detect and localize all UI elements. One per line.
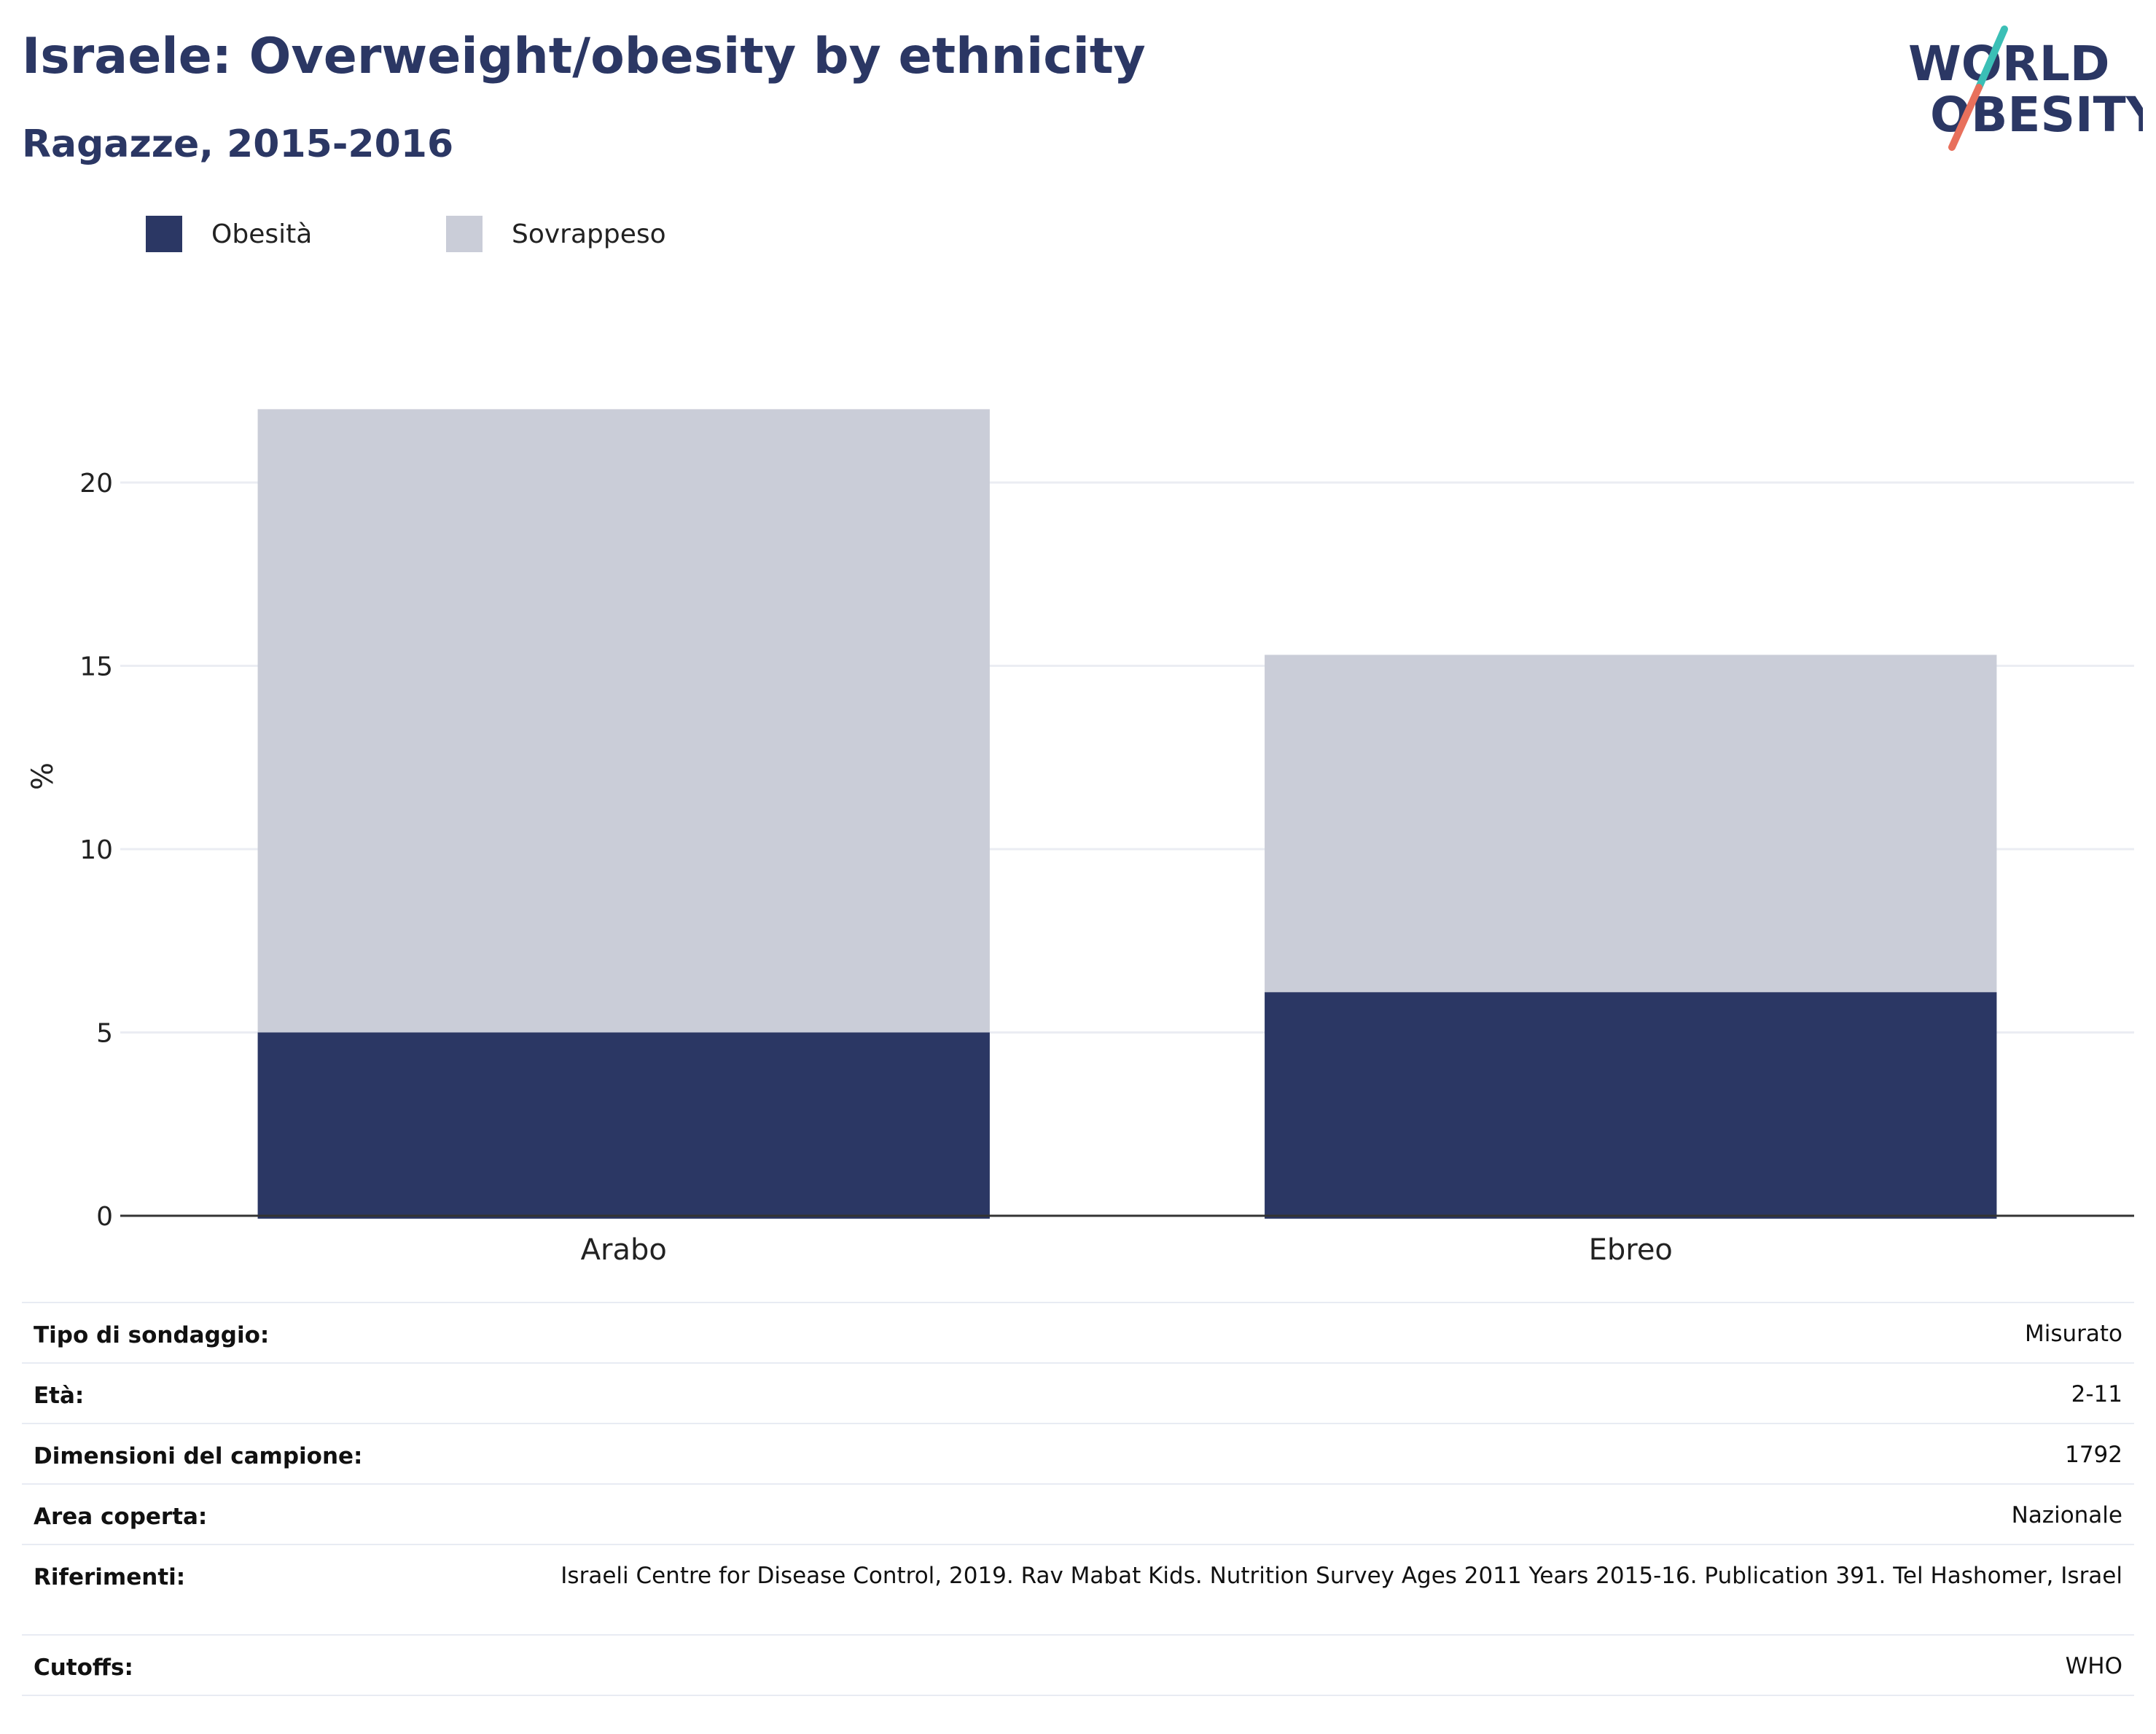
y-tick-label: 15	[79, 652, 113, 682]
y-tick-label: 5	[96, 1019, 113, 1049]
info-label: Età:	[34, 1383, 85, 1409]
info-value: Misurato	[2024, 1321, 2122, 1347]
y-tick-label: 10	[79, 835, 113, 865]
chart-title: Israele: Overweight/obesity by ethnicity	[22, 28, 1146, 85]
info-label: Cutoffs:	[34, 1655, 133, 1681]
info-row-survey-type: Tipo di sondaggio: Misurato	[22, 1303, 2134, 1364]
info-row-sample-size: Dimensioni del campione: 1792	[22, 1424, 2134, 1485]
y-tick-label: 20	[79, 469, 113, 499]
x-tick-label: Ebreo	[1589, 1233, 1673, 1267]
info-value: 1792	[2065, 1442, 2122, 1468]
logo-slash-top	[1975, 26, 2008, 91]
logo-slash-bottom	[1948, 84, 1983, 151]
info-label: Riferimenti:	[34, 1564, 186, 1590]
bar-chart: 0 5 10 15 20% Arabo Ebreo	[26, 409, 2134, 1267]
legend-swatch-overweight	[446, 216, 483, 252]
legend-label-obesity: Obesità	[211, 219, 313, 249]
info-value: 2-11	[2071, 1381, 2122, 1407]
info-value: Israeli Centre for Disease Control, 2019…	[561, 1563, 2122, 1589]
x-tick-label: Arabo	[581, 1233, 667, 1267]
info-row-references: Riferimenti: Israeli Centre for Disease …	[22, 1545, 2134, 1636]
bar-segment	[257, 409, 990, 1033]
world-obesity-logo: WORLD OBESITY	[1908, 26, 2143, 151]
legend-label-overweight: Sovrappeso	[512, 219, 666, 249]
bar-segment	[1265, 992, 1997, 1219]
y-tick-label: 0	[96, 1202, 113, 1232]
legend-swatch-obesity	[146, 216, 182, 252]
survey-info-table: Tipo di sondaggio: Misurato Età: 2-11 Di…	[22, 1302, 2134, 1696]
info-value: WHO	[2065, 1653, 2122, 1679]
legend-item-overweight: Sovrappeso	[446, 216, 666, 252]
bar-segment	[257, 1032, 990, 1219]
info-label: Dimensioni del campione:	[34, 1443, 363, 1469]
y-axis-title: %	[26, 762, 60, 790]
info-value: Nazionale	[2011, 1502, 2122, 1528]
info-label: Area coperta:	[34, 1504, 208, 1530]
legend-item-obesity: Obesità	[146, 216, 312, 252]
chart-subtitle: Ragazze, 2015-2016	[22, 122, 454, 166]
logo-text-world: WORLD	[1908, 36, 2110, 92]
info-label: Tipo di sondaggio:	[34, 1322, 270, 1348]
info-row-area: Area coperta: Nazionale	[22, 1485, 2134, 1545]
info-row-age: Età: 2-11	[22, 1364, 2134, 1424]
info-row-cutoffs: Cutoffs: WHO	[22, 1636, 2134, 1696]
bar-segment	[1265, 655, 1997, 993]
